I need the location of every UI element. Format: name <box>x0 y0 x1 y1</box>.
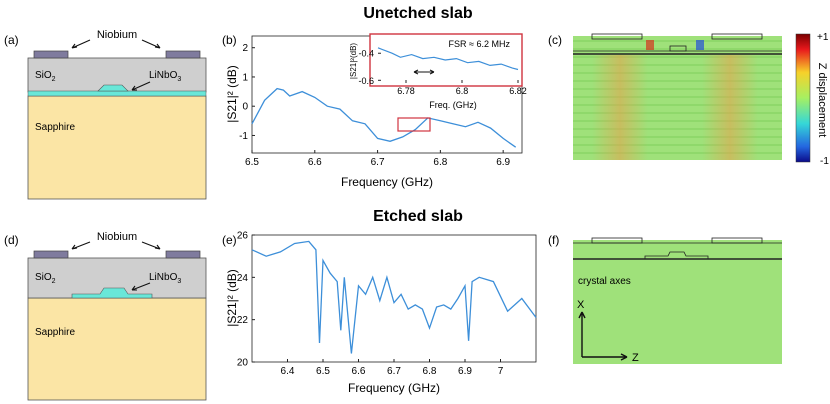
linbo3-arrow <box>131 81 151 91</box>
title-unetched: Unetched slab <box>363 5 473 22</box>
x-tick-label: 6.8 <box>456 86 469 96</box>
sapphire-layer <box>27 95 207 200</box>
linbo3-slab <box>27 90 207 97</box>
niobium-arrow-right <box>141 39 161 49</box>
x-tick-label: 6.8 <box>423 366 437 377</box>
axis-label-x: X <box>577 299 585 311</box>
series-line-b <box>251 87 517 148</box>
niobium-pad-left <box>33 250 69 259</box>
niobium-pad-right <box>165 50 201 59</box>
y-tick-label: -0.4 <box>358 49 374 59</box>
niobium-arrow-right <box>141 241 161 250</box>
axis-arrow-x <box>578 311 586 357</box>
y-axis-label-b: |S21|² (dB) <box>225 65 239 123</box>
x-tick-label: 6.8 <box>433 157 447 168</box>
niobium-arrow-left <box>71 39 91 49</box>
colorbar: +1 -1 Z displacement <box>795 32 829 167</box>
linbo3-label: LiNbO3 <box>149 70 181 83</box>
sio2-label: SiO2 <box>35 70 56 83</box>
linbo3-arrow <box>131 282 151 291</box>
x-tick-label: 6.6 <box>308 157 322 168</box>
hot-spot <box>646 40 654 50</box>
axis-label-z: Z <box>632 352 639 364</box>
sio2-label: SiO2 <box>35 272 56 285</box>
etched-ridge-outline <box>644 251 709 259</box>
panel-label-a: (a) <box>4 33 19 47</box>
niobium-label: Niobium <box>97 29 137 41</box>
x-tick-label: 7 <box>498 366 504 377</box>
chart-e: 6.4 6.5 6.6 6.7 6.8 6.9 7 26 24 22 20 Frequency (G… <box>225 231 537 395</box>
x-tick-label: 6.7 <box>387 366 401 377</box>
zoom-highlight-box <box>397 117 431 132</box>
colorbar-gradient <box>795 33 811 163</box>
x-tick-label: 6.5 <box>316 366 330 377</box>
niobium-pad-right <box>165 250 201 259</box>
mode-band-left <box>592 55 648 160</box>
electrode-outline-right <box>711 237 763 244</box>
y-tick-label: 22 <box>237 315 249 326</box>
axis-arrow-z <box>582 353 628 361</box>
panel-label-f: (f) <box>548 233 559 247</box>
inset-fsr-label: FSR ≈ 6.2 MHz <box>449 39 511 49</box>
x-tick-label: 6.6 <box>352 366 366 377</box>
x-axis-label-b: Frequency (GHz) <box>341 175 433 189</box>
linbo3-ridge <box>97 84 129 92</box>
chart-b: 6.5 6.6 6.7 6.8 6.9 2 1 0 -1 Frequency (GHz) |S2… <box>225 35 523 189</box>
mode-band-right <box>702 55 758 160</box>
electrode-outline-left <box>591 33 643 40</box>
panel-label-e: (e) <box>222 233 237 247</box>
electrode-outline-left <box>591 237 643 244</box>
inset-fsr-arrow <box>413 69 435 75</box>
inset-y-axis-label: |S21|²(dB) <box>349 43 358 80</box>
title-etched: Etched slab <box>373 208 463 225</box>
sim-background <box>573 240 782 364</box>
y-tick-label: 2 <box>242 43 248 54</box>
schematic-a: Niobium SiO2 LiNbO3 Sapphire <box>27 29 207 200</box>
inset-series-line <box>377 47 519 71</box>
x-tick-label: 6.82 <box>509 86 527 96</box>
sapphire-label: Sapphire <box>35 122 75 133</box>
simulation-f: crystal axes X Z <box>573 237 782 364</box>
x-tick-label: 6.9 <box>458 366 472 377</box>
y-axis-label-e: |S21|² (dB) <box>225 269 239 327</box>
inset-b: 6.78 6.8 6.82 -0.4 -0.6 FSR ≈ 6.2 MHz Freq. … <box>349 33 527 110</box>
y-tick-label: 26 <box>237 231 249 242</box>
y-tick-label: 0 <box>242 102 248 113</box>
niobium-pad-left <box>33 50 69 59</box>
panel-label-b: (b) <box>222 33 237 47</box>
y-tick-label: -1 <box>239 131 248 142</box>
y-tick-label: 1 <box>242 72 248 83</box>
plot-frame-e <box>251 234 537 363</box>
y-tick-label: 20 <box>237 358 249 369</box>
x-tick-label: 6.5 <box>245 157 259 168</box>
series-line-e <box>251 240 537 354</box>
colorbar-min-label: -1 <box>820 156 829 167</box>
electrode-outline-right <box>711 33 763 40</box>
crystal-axes-label: crystal axes <box>578 276 631 287</box>
inset-x-axis-label: Freq. (GHz) <box>429 100 477 110</box>
ridge-outline <box>669 45 687 52</box>
y-tick-label: 24 <box>237 273 249 284</box>
hot-spot <box>696 40 704 50</box>
simulation-c <box>573 33 782 160</box>
niobium-arrow-left <box>71 241 91 250</box>
x-tick-label: 6.9 <box>496 157 510 168</box>
y-tick-label: -0.6 <box>358 76 374 86</box>
panel-label-d: (d) <box>4 233 19 247</box>
x-tick-label: 6.7 <box>371 157 385 168</box>
colorbar-title: Z displacement <box>816 63 828 138</box>
x-axis-label-e: Frequency (GHz) <box>348 381 440 395</box>
colorbar-max-label: +1 <box>817 32 829 43</box>
schematic-d: Niobium SiO2 LiNbO3 Sapphire <box>27 231 207 401</box>
sapphire-label: Sapphire <box>35 327 75 338</box>
x-tick-label: 6.78 <box>397 86 415 96</box>
panel-label-c: (c) <box>548 33 562 47</box>
x-tick-label: 6.4 <box>281 366 295 377</box>
sapphire-layer <box>27 297 207 401</box>
niobium-label: Niobium <box>97 231 137 243</box>
linbo3-etched-ridge <box>71 287 153 299</box>
linbo3-label: LiNbO3 <box>149 272 181 285</box>
